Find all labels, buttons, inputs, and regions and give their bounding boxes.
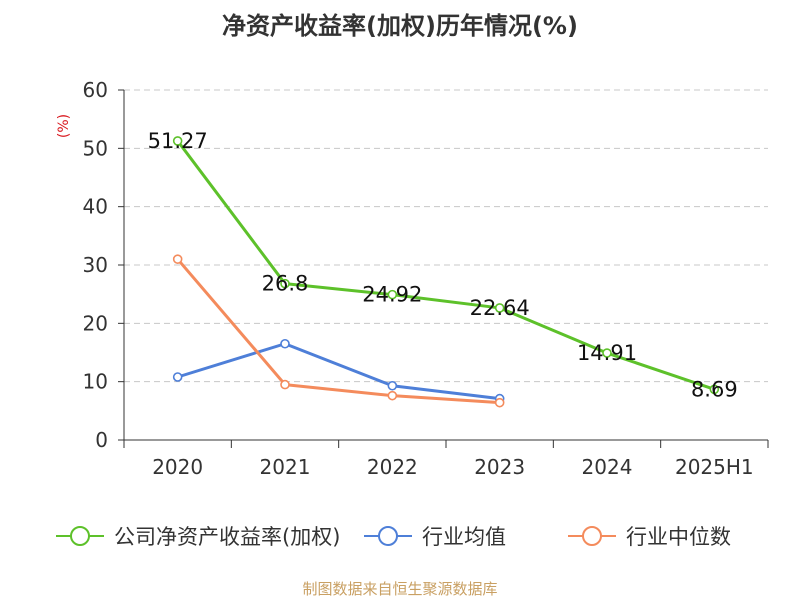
series-point: [494, 397, 505, 408]
series-point: [280, 278, 290, 289]
x-tick-label: 2024: [582, 455, 633, 479]
x-tick-label: 2021: [260, 455, 311, 479]
legend-label: 公司净资产收益率(加权): [114, 525, 340, 549]
data-label: 8.69: [691, 377, 738, 401]
y-tick-label: 40: [83, 195, 108, 219]
legend-marker: [582, 526, 602, 546]
data-label: 51.27: [148, 129, 208, 153]
x-tick-label: 2022: [367, 455, 418, 479]
series-point: [387, 289, 398, 300]
y-tick-label: 50: [83, 136, 108, 160]
x-tick-label: 2025H1: [675, 455, 754, 479]
axes: 0 10 20 30 40 50 60 (%) 2020 2021 2022 2023 2024 2025…: [56, 78, 769, 479]
series-group: [172, 136, 720, 408]
series-point: [709, 384, 720, 395]
series-point: [387, 390, 398, 401]
x-tick-label: 2023: [474, 455, 525, 479]
y-axis-label: (%): [56, 114, 72, 138]
data-source: 制图数据来自恒生聚源数据库: [302, 580, 498, 598]
series-line: [177, 342, 500, 401]
series-point: [280, 338, 290, 349]
series-point: [602, 348, 612, 358]
series-point: [280, 379, 290, 390]
series-point: [172, 136, 183, 146]
legend: 公司净资产收益率(加权) 行业均值 行业中位数: [56, 525, 731, 549]
series-point: [387, 380, 398, 391]
data-label: 14.91: [577, 341, 637, 365]
series-line: [176, 140, 715, 391]
chart-title: 净资产收益率(加权)历年情况(%): [222, 12, 578, 40]
series-point: [172, 372, 183, 382]
series-line: [176, 258, 500, 405]
x-tick-label: 2020: [152, 455, 203, 479]
y-tick-label: 10: [83, 370, 108, 394]
data-labels: 51.27 26.8 24.92 22.64 14.91 8.69: [148, 129, 738, 401]
legend-label: 行业均值: [422, 525, 506, 549]
y-tick-label: 20: [83, 311, 108, 335]
legend-label: 行业中位数: [626, 525, 731, 549]
y-tick-label: 60: [83, 78, 108, 102]
legend-marker: [378, 526, 398, 546]
data-label: 22.64: [470, 296, 530, 320]
y-tick-label: 30: [83, 253, 108, 277]
data-label: 26.8: [262, 272, 309, 296]
grid-lines: [124, 89, 768, 383]
series-point: [172, 254, 183, 264]
legend-marker: [70, 526, 90, 546]
data-label: 24.92: [362, 283, 422, 307]
series-point: [494, 303, 505, 313]
y-tick-label: 0: [95, 428, 108, 452]
